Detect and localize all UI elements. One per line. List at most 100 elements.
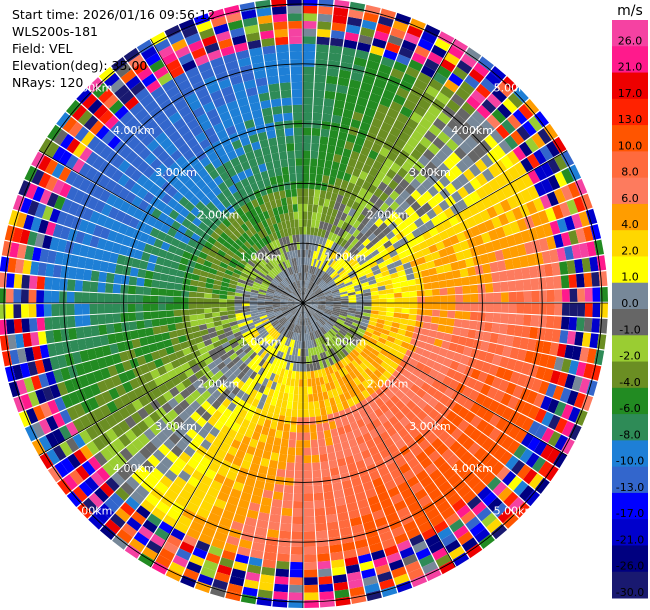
- range-gate: [337, 331, 345, 339]
- range-gate: [474, 528, 491, 543]
- range-gate: [173, 404, 184, 416]
- range-gate: [389, 361, 399, 370]
- range-gate: [333, 306, 341, 309]
- range-gate: [286, 196, 293, 206]
- range-gate: [173, 231, 184, 241]
- range-gate: [111, 353, 122, 365]
- range-gate: [222, 408, 233, 419]
- range-gate: [244, 24, 259, 35]
- range-gate: [317, 158, 326, 168]
- range-gate: [228, 261, 237, 269]
- range-gate: [303, 523, 315, 532]
- range-gate: [372, 268, 382, 276]
- range-gate: [320, 182, 328, 191]
- range-gate: [387, 486, 400, 498]
- range-gate: [531, 456, 546, 473]
- range-gate: [495, 124, 510, 139]
- range-gate: [303, 142, 311, 151]
- range-gate: [151, 507, 166, 521]
- range-label: 5.00km: [71, 504, 113, 517]
- range-gate: [235, 250, 244, 259]
- range-gate: [52, 264, 62, 278]
- range-gate: [143, 403, 155, 415]
- range-gate: [307, 317, 312, 325]
- range-gate: [93, 508, 110, 524]
- range-gate: [346, 182, 356, 192]
- range-gate: [313, 89, 325, 99]
- range-gate: [232, 356, 241, 365]
- range-gate: [406, 136, 419, 149]
- range-gate: [203, 126, 216, 138]
- range-gate: [315, 66, 327, 76]
- range-gate: [500, 199, 512, 213]
- range-gate: [241, 418, 251, 429]
- range-gate: [240, 243, 249, 252]
- range-gate: [141, 133, 155, 147]
- range-gate: [340, 305, 349, 308]
- range-gate: [286, 251, 291, 260]
- range-gate: [315, 377, 321, 386]
- range-gate: [328, 269, 336, 276]
- range-gate: [361, 389, 371, 399]
- range-gate: [287, 304, 296, 307]
- range-gate: [553, 154, 568, 171]
- range-gate: [405, 66, 420, 79]
- range-gate: [210, 586, 226, 598]
- range-gate: [285, 287, 292, 294]
- azimuth-spoke: [302, 302, 456, 568]
- range-gate: [355, 435, 365, 446]
- range-gate: [448, 546, 465, 560]
- range-gate: [278, 360, 285, 369]
- range-gate: [456, 60, 473, 75]
- range-gate: [49, 384, 61, 399]
- range-gate: [424, 253, 434, 263]
- range-gate: [258, 581, 274, 592]
- range-gate: [314, 276, 320, 284]
- range-gate: [378, 311, 387, 316]
- range-gate: [302, 295, 303, 303]
- range-gate: [267, 168, 276, 178]
- range-gate: [400, 280, 409, 288]
- range-gate: [94, 346, 105, 359]
- range-gate: [412, 367, 422, 378]
- range-gate: [286, 259, 292, 268]
- range-gate: [273, 277, 281, 284]
- range-gate: [364, 107, 376, 118]
- range-gate: [432, 547, 448, 561]
- range-gate: [289, 584, 303, 593]
- range-gate: [204, 356, 214, 366]
- range-gate: [172, 254, 182, 263]
- range-gate: [334, 589, 350, 599]
- range-gate: [286, 338, 292, 347]
- range-gate: [150, 287, 159, 296]
- range-gate: [89, 281, 99, 293]
- range-gate: [226, 100, 239, 111]
- range-gate: [424, 481, 438, 495]
- range-gate: [554, 289, 563, 302]
- range-gate: [527, 169, 541, 185]
- range-gate: [310, 303, 319, 305]
- range-gate: [329, 259, 337, 268]
- range-gate: [113, 140, 127, 155]
- range-gate: [276, 274, 283, 282]
- range-gate: [370, 287, 379, 292]
- range-gate: [311, 135, 320, 144]
- range-gate: [379, 383, 390, 394]
- range-gate: [538, 237, 549, 252]
- range-gate: [305, 310, 309, 318]
- range-gate: [287, 285, 294, 292]
- range-gate: [310, 304, 318, 307]
- range-gate: [350, 71, 364, 82]
- range-gate: [460, 510, 476, 525]
- range-gate: [240, 354, 250, 363]
- range-gate: [364, 330, 373, 338]
- range-gate: [211, 158, 223, 169]
- range-gate: [437, 211, 448, 223]
- range-gate: [481, 232, 492, 244]
- range-gate: [260, 316, 269, 322]
- range-gate: [312, 362, 318, 371]
- range-gate: [319, 598, 335, 608]
- range-gate: [226, 535, 240, 547]
- range-gate: [378, 222, 388, 232]
- range-gate: [534, 477, 550, 494]
